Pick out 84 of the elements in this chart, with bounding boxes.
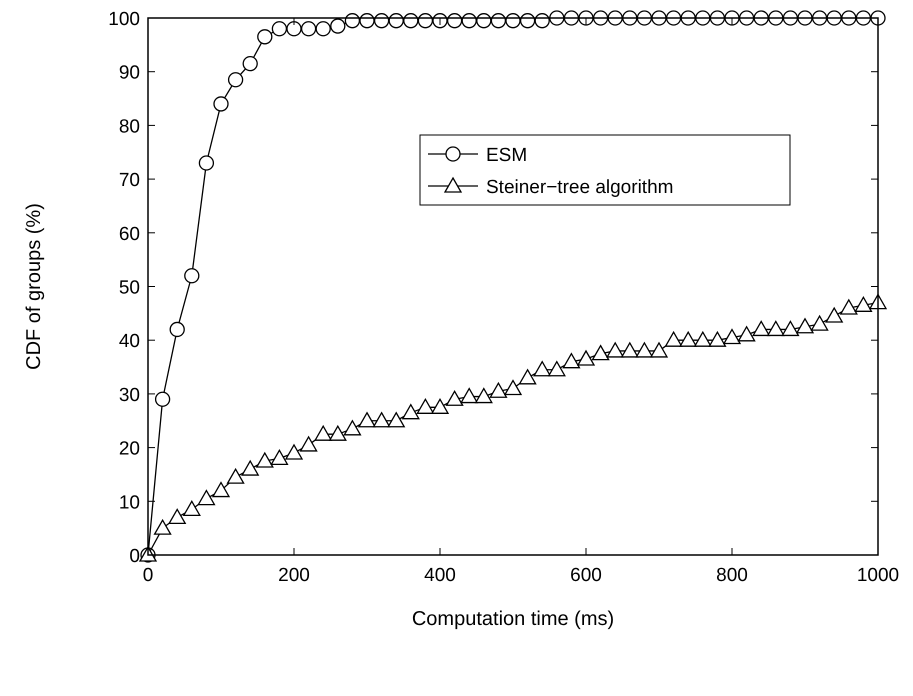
point xyxy=(431,398,449,414)
point xyxy=(228,72,244,88)
point xyxy=(198,155,214,171)
point xyxy=(316,21,331,36)
point xyxy=(854,296,872,312)
point xyxy=(460,388,478,404)
point xyxy=(372,412,390,428)
y-axis-title: CDF of groups (%) xyxy=(23,203,45,370)
y-tick-label: 60 xyxy=(118,224,140,245)
point xyxy=(330,18,346,34)
y-tick-label: 20 xyxy=(118,438,140,460)
legend-label: Steiner−tree algorithm xyxy=(486,177,674,198)
y-tick-label: 40 xyxy=(118,331,140,352)
point xyxy=(621,342,638,358)
y-tick-label: 10 xyxy=(118,492,140,514)
point xyxy=(270,450,288,465)
point xyxy=(184,268,200,284)
point xyxy=(446,390,464,406)
point xyxy=(534,361,551,376)
point xyxy=(606,342,624,358)
point xyxy=(723,328,741,344)
point xyxy=(680,332,697,347)
point xyxy=(870,10,886,26)
point xyxy=(183,500,200,516)
y-tick-label: 90 xyxy=(118,62,140,84)
y-tick-label: 70 xyxy=(118,170,140,192)
legend-label: ESM xyxy=(486,145,528,166)
x-tick-label: 800 xyxy=(716,565,748,586)
point xyxy=(504,380,522,396)
point xyxy=(314,426,332,441)
point xyxy=(592,344,610,360)
point xyxy=(577,350,595,366)
point xyxy=(636,342,654,358)
point xyxy=(257,29,272,44)
point xyxy=(256,452,274,468)
point xyxy=(548,361,566,376)
point xyxy=(402,404,420,420)
point xyxy=(154,520,172,535)
point xyxy=(782,320,800,336)
point xyxy=(810,315,828,331)
point xyxy=(518,369,536,384)
point xyxy=(650,342,668,358)
point xyxy=(213,96,229,112)
point xyxy=(272,21,288,36)
point xyxy=(286,21,302,36)
y-tick-label: 80 xyxy=(118,116,140,138)
point xyxy=(212,482,230,498)
point xyxy=(490,382,508,398)
y-tick-label: 30 xyxy=(118,384,140,406)
point xyxy=(664,332,682,347)
x-tick-label: 0 xyxy=(142,565,154,586)
x-tick-label: 1000 xyxy=(856,565,900,586)
x-axis-title: Computation time (ms) xyxy=(412,608,614,630)
point xyxy=(242,56,258,72)
x-tick-label: 400 xyxy=(424,565,456,586)
point xyxy=(344,420,362,436)
point xyxy=(826,307,843,323)
point xyxy=(562,353,580,368)
point xyxy=(475,388,492,404)
point xyxy=(694,332,712,347)
point xyxy=(168,508,186,524)
point xyxy=(416,398,434,414)
point xyxy=(300,436,318,452)
point xyxy=(170,322,185,338)
point xyxy=(300,21,316,36)
point xyxy=(358,412,376,428)
y-tick-label: 100 xyxy=(108,9,140,30)
y-tick-label: 0 xyxy=(129,546,140,567)
point xyxy=(708,332,726,347)
point xyxy=(388,412,405,428)
y-tick-label: 50 xyxy=(118,278,140,298)
point xyxy=(154,392,170,407)
point xyxy=(752,320,770,336)
point xyxy=(840,299,858,315)
point xyxy=(767,320,784,336)
point xyxy=(226,468,244,484)
point xyxy=(285,444,303,460)
point xyxy=(796,318,814,334)
point xyxy=(329,426,346,441)
point xyxy=(738,326,756,342)
x-tick-label: 600 xyxy=(570,565,602,586)
x-tick-label: 200 xyxy=(278,565,310,586)
point xyxy=(242,460,259,476)
point xyxy=(198,490,216,506)
